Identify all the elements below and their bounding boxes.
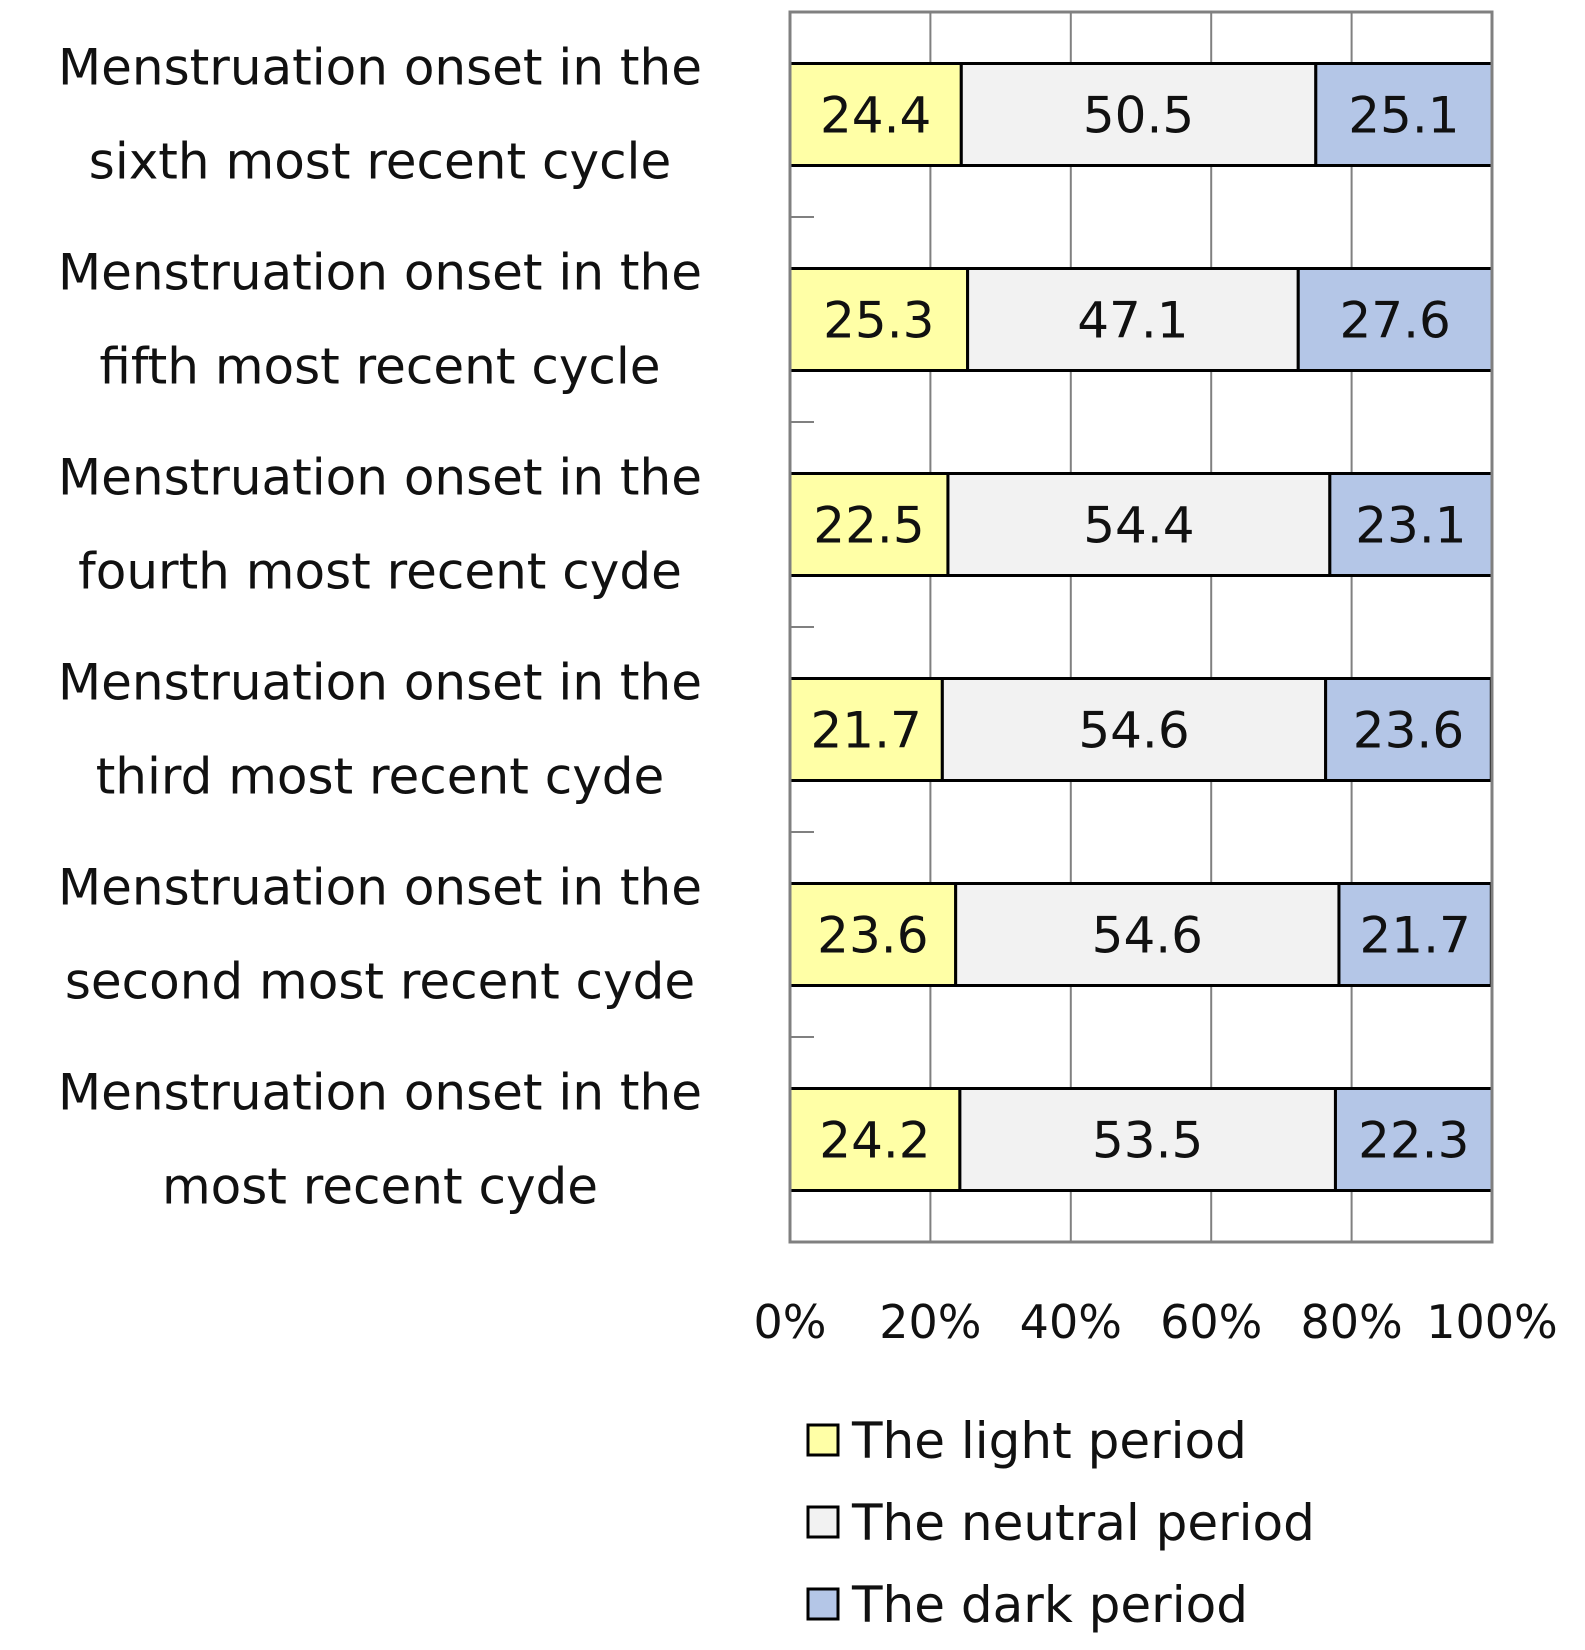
category-label: Menstruation onset in the bbox=[58, 244, 702, 302]
category-label: Menstruation onset in the bbox=[58, 449, 702, 507]
category-label: fifth most recent cycle bbox=[99, 338, 660, 396]
data-label: 53.5 bbox=[1092, 1112, 1203, 1170]
data-label: 54.6 bbox=[1092, 907, 1203, 965]
data-label: 25.1 bbox=[1348, 87, 1459, 145]
category-label: fourth most recent cyde bbox=[78, 543, 682, 601]
plot-border bbox=[788, 10, 1494, 1244]
bar-segment bbox=[966, 267, 1300, 372]
x-tick-label: 80% bbox=[1300, 1295, 1402, 1349]
bar-segment bbox=[788, 62, 963, 167]
data-label: 25.3 bbox=[823, 292, 934, 350]
category-label: Menstruation onset in the bbox=[58, 859, 702, 917]
category-label: most recent cyde bbox=[162, 1158, 598, 1216]
data-label: 23.1 bbox=[1355, 497, 1466, 555]
bars: 24.4 50.5 25.1 25.3 47.1 27.6 22.5 54.4 23.1 21.7… bbox=[788, 62, 1494, 1192]
data-label: 47.1 bbox=[1077, 292, 1188, 350]
legend-label: The neutral period bbox=[851, 1494, 1315, 1552]
x-tick-label: 20% bbox=[879, 1295, 981, 1349]
data-label: 22.3 bbox=[1358, 1112, 1469, 1170]
legend: The light period The neutral period The da… bbox=[806, 1412, 1315, 1634]
category-label: second most recent cyde bbox=[65, 953, 695, 1011]
data-label: 22.5 bbox=[813, 497, 924, 555]
x-tick-labels: 0% 20% 40% 60% 80% 100% bbox=[754, 1295, 1558, 1349]
category-label: third most recent cyde bbox=[96, 748, 665, 806]
x-tick-label: 40% bbox=[1020, 1295, 1122, 1349]
bar-segment bbox=[1328, 472, 1494, 577]
plot-frame bbox=[788, 10, 1494, 1244]
bar-segment bbox=[1296, 267, 1494, 372]
data-label: 21.7 bbox=[811, 702, 922, 760]
x-tick-label: 100% bbox=[1426, 1295, 1558, 1349]
bar-segment bbox=[959, 62, 1318, 167]
data-label: 54.6 bbox=[1078, 702, 1189, 760]
category-label: Menstruation onset in the bbox=[58, 654, 702, 712]
bar-segment bbox=[1333, 1087, 1494, 1192]
data-label: 21.7 bbox=[1359, 907, 1470, 965]
bar-segment bbox=[788, 677, 944, 782]
category-label: Menstruation onset in the bbox=[58, 39, 702, 97]
bar-segment bbox=[1314, 62, 1494, 167]
data-label: 23.6 bbox=[1353, 702, 1464, 760]
legend-swatch bbox=[806, 1505, 840, 1539]
category-label: sixth most recent cycle bbox=[89, 133, 671, 191]
bar-segment bbox=[954, 882, 1341, 987]
category-label: Menstruation onset in the bbox=[58, 1064, 702, 1122]
legend-swatch bbox=[806, 1587, 840, 1621]
bar-segment bbox=[1324, 677, 1493, 782]
data-label: 23.6 bbox=[817, 907, 928, 965]
category-labels: Menstruation onset in the sixth most rece… bbox=[58, 39, 702, 1216]
data-label: 24.2 bbox=[819, 1112, 930, 1170]
bar-segment bbox=[940, 677, 1328, 782]
legend-label: The light period bbox=[851, 1412, 1247, 1470]
data-label: 24.4 bbox=[820, 87, 931, 145]
data-label: 50.5 bbox=[1083, 87, 1194, 145]
bar-segment bbox=[788, 882, 958, 987]
grid-lines bbox=[929, 12, 1353, 1242]
x-tick-label: 0% bbox=[754, 1295, 827, 1349]
legend-swatch bbox=[806, 1423, 840, 1457]
data-label: 27.6 bbox=[1339, 292, 1450, 350]
legend-label: The dark period bbox=[851, 1576, 1248, 1634]
x-tick-label: 60% bbox=[1160, 1295, 1262, 1349]
data-label: 54.4 bbox=[1083, 497, 1194, 555]
